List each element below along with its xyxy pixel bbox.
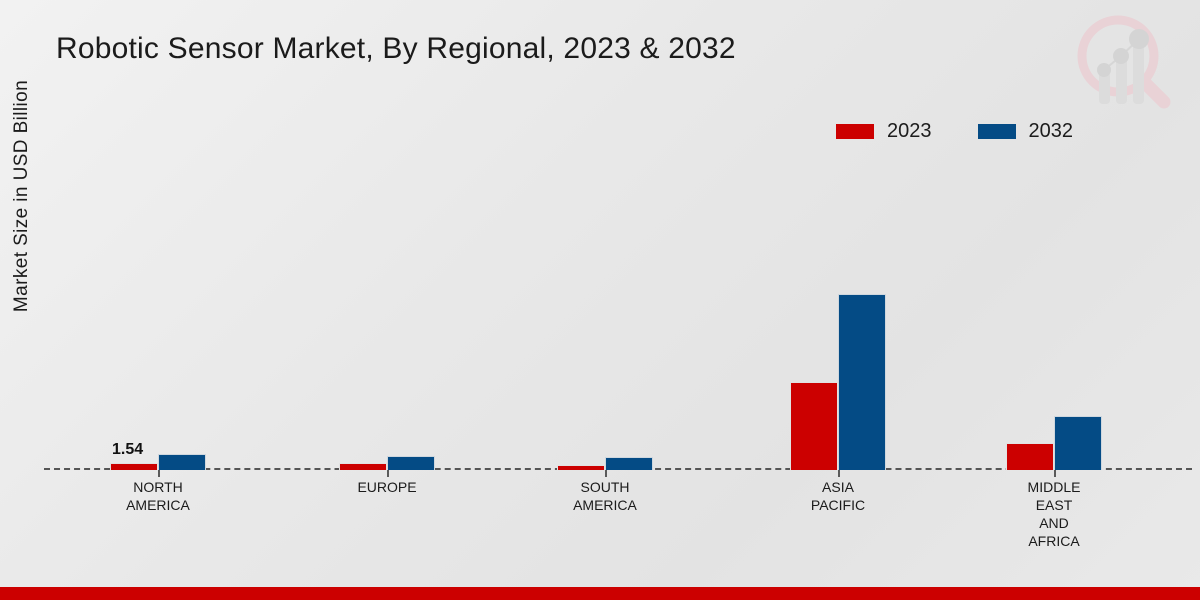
bar-pair <box>557 457 653 470</box>
axis-tick <box>1054 470 1056 477</box>
market-research-future-logo-watermark <box>1077 15 1171 109</box>
legend-item-2032[interactable]: 2032 <box>977 120 1074 143</box>
bar-2032[interactable] <box>605 457 653 470</box>
bar-2032[interactable] <box>1054 416 1102 470</box>
axis-tick <box>838 470 840 477</box>
axis-tick <box>605 470 607 477</box>
bar-2023[interactable] <box>790 382 838 470</box>
axis-tick <box>158 470 160 477</box>
bar-2032[interactable] <box>838 294 886 470</box>
category-label: MIDDLE EAST AND AFRICA <box>1027 479 1081 549</box>
legend-item-2023[interactable]: 2023 <box>836 120 932 143</box>
category-label: SOUTH AMERICA <box>573 479 637 513</box>
category-label: ASIA PACIFIC <box>810 479 866 513</box>
bar-2023[interactable] <box>1006 443 1054 470</box>
bar-2023[interactable] <box>557 465 605 470</box>
bar-pair <box>790 294 886 470</box>
bar-pair <box>1006 416 1102 470</box>
chart-title: Robotic Sensor Market, By Regional, 2023… <box>56 32 736 65</box>
legend-swatch-2032 <box>977 124 1016 139</box>
chart-legend: 2023 2032 <box>836 120 1073 143</box>
bar-2023[interactable] <box>110 463 158 470</box>
plot-area: 1.54 NORTH AMERICA EUROPE SOUTH AMERICA ASIA… <box>44 170 1192 549</box>
bar-pair <box>339 456 435 470</box>
category-label: NORTH AMERICA <box>126 479 190 513</box>
category-label: EUROPE <box>357 479 417 495</box>
footer-accent-bar <box>0 587 1200 600</box>
legend-label-2023: 2023 <box>887 120 932 142</box>
bar-data-label: 1.54 <box>112 441 144 458</box>
bar-2023[interactable] <box>339 463 387 470</box>
legend-label-2032: 2032 <box>1028 120 1074 142</box>
y-axis-title: Market Size in USD Billion <box>11 79 32 313</box>
bar-2032[interactable] <box>387 456 435 470</box>
bar-pair <box>110 454 206 470</box>
legend-swatch-2023 <box>836 124 874 139</box>
bar-2032[interactable] <box>158 454 206 470</box>
axis-tick <box>387 470 389 477</box>
